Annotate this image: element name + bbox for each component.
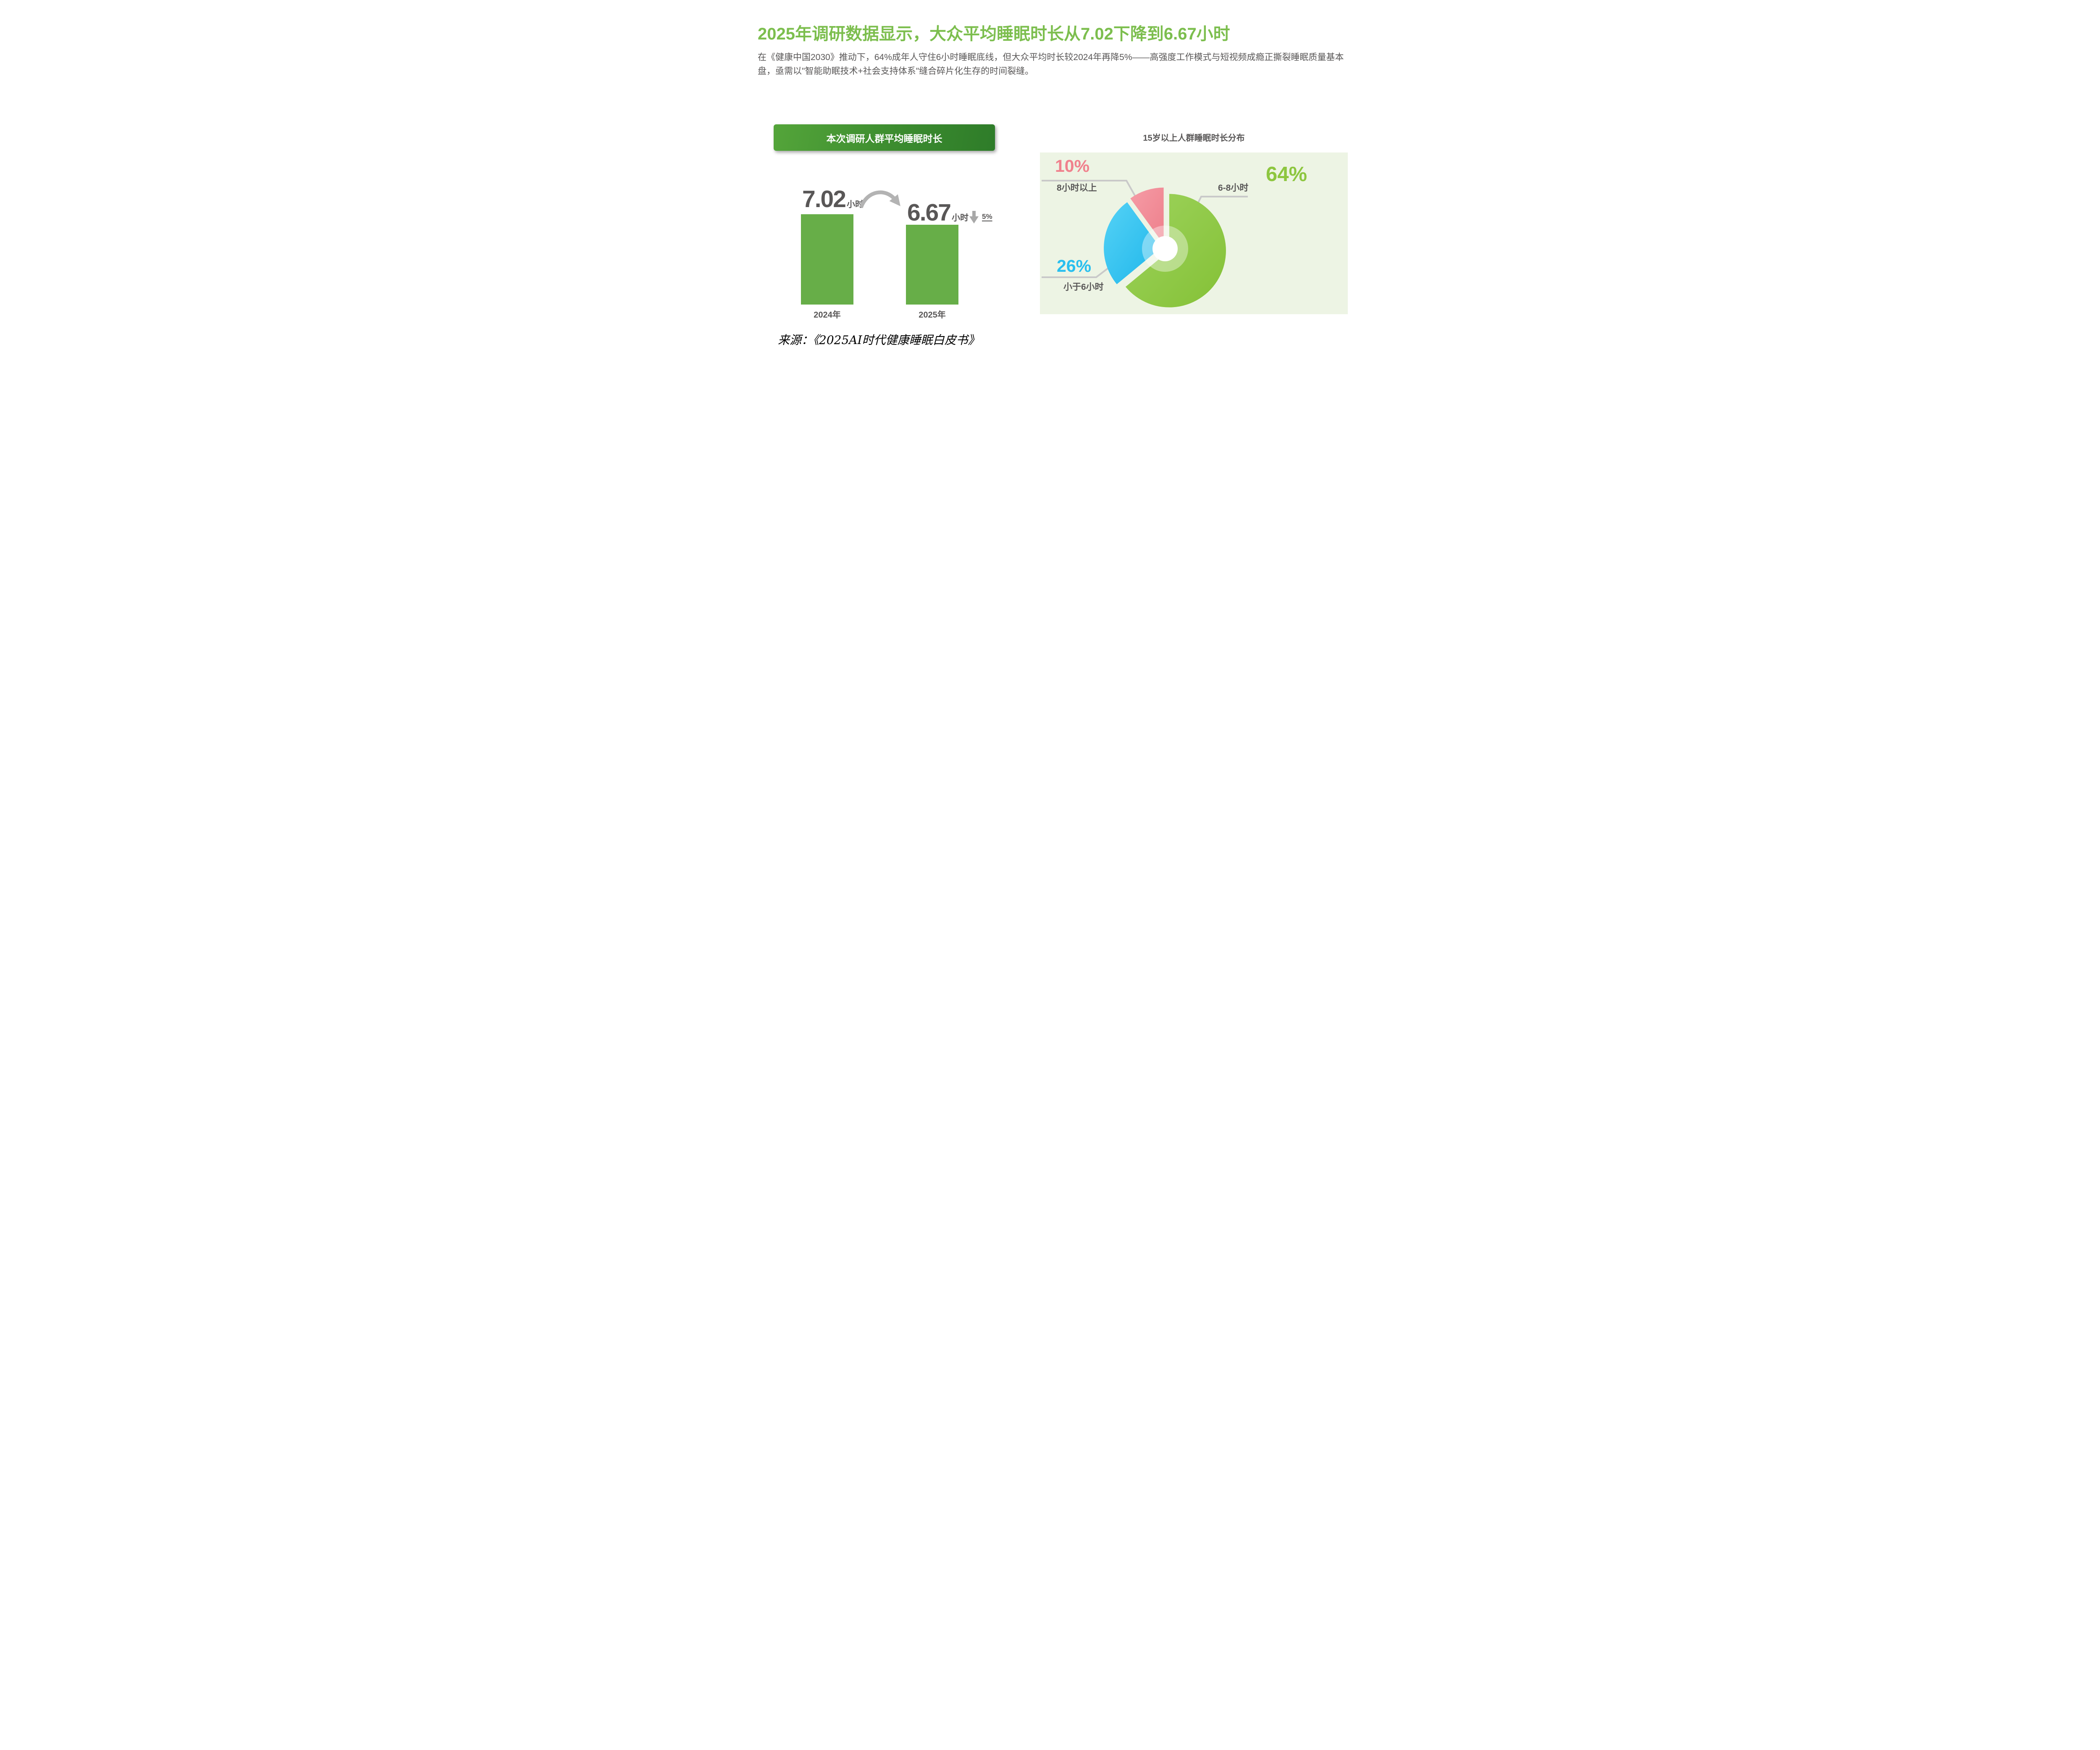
down-arrow-icon xyxy=(969,211,979,223)
bar-chart-header-label: 本次调研人群平均睡眠时长 xyxy=(826,133,942,144)
donut-slice-1 xyxy=(1104,202,1161,284)
value-2025-number: 6.67 xyxy=(907,199,951,226)
value-2025: 6.67 小时 xyxy=(907,201,969,225)
pct-under-6h: 26% xyxy=(1057,256,1092,276)
donut-slice-2 xyxy=(1130,187,1164,244)
bar-chart-header-ribbon: 本次调研人群平均睡眠时长 xyxy=(774,124,995,151)
value-2024-number: 7.02 xyxy=(802,186,846,213)
value-2024: 7.02 小时 xyxy=(802,187,864,211)
value-2025-unit: 小时 xyxy=(951,213,969,223)
label-6-8h: 6-8小时 xyxy=(1218,183,1249,193)
trend-curve-arrow-icon xyxy=(859,190,900,208)
drop-percentage: 5% xyxy=(982,213,992,221)
infographic-slide: 2025年调研数据显示，大众平均睡眠时长从7.02下降到6.67小时 在《健康中… xyxy=(727,0,1373,350)
page-title: 2025年调研数据显示，大众平均睡眠时长从7.02下降到6.67小时 xyxy=(758,25,1230,43)
source-citation: 来源：《2025AI时代健康睡眠白皮书》 xyxy=(778,333,980,347)
label-over-8h: 8小时以上 xyxy=(1057,183,1097,193)
description-paragraph: 在《健康中国2030》推动下，64%成年人守住6小时睡眠底线，但大众平均时长较2… xyxy=(758,53,1344,76)
label-under-6h: 小于6小时 xyxy=(1063,282,1104,292)
bar-2025-label: 2025年 xyxy=(919,310,946,320)
donut-chart xyxy=(1042,180,1248,307)
bar-2024-label: 2024年 xyxy=(814,310,841,320)
donut-center-hole xyxy=(1152,236,1178,261)
pct-6-8h: 64% xyxy=(1266,163,1307,186)
bar-2025 xyxy=(906,225,958,305)
donut-chart-panel: 64% 6-8小时 26% 小于6小时 10% 8小时以上 xyxy=(1040,152,1348,314)
donut-chart-title: 15岁以上人群睡眠时长分布 xyxy=(1143,134,1245,143)
bar-2024 xyxy=(801,214,853,305)
pct-over-8h: 10% xyxy=(1055,156,1090,176)
